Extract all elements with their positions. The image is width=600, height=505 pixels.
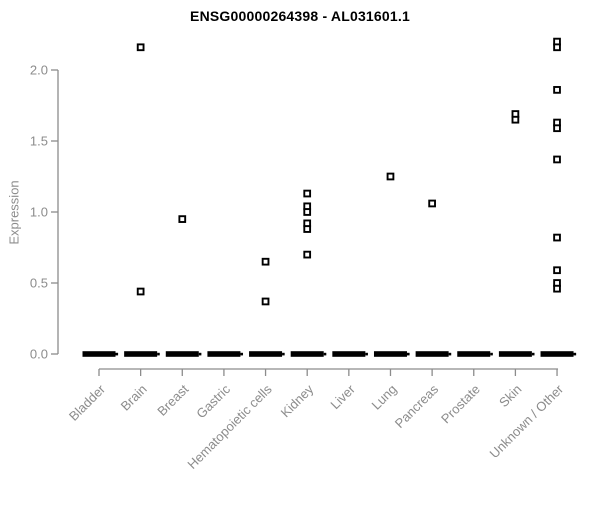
data-point (511, 115, 520, 124)
x-tick-label: Lung (369, 382, 400, 413)
zero-expression-dash (498, 351, 532, 357)
zero-expression-dash (373, 351, 407, 357)
chart-title: ENSG00000264398 - AL031601.1 (190, 8, 410, 24)
zero-expression-dash-end (531, 352, 535, 356)
x-tick-label: Breast (154, 381, 191, 418)
data-point (553, 155, 561, 164)
x-tick-label: Kidney (278, 381, 317, 420)
data-point (136, 43, 145, 52)
zero-expression-dash (415, 351, 449, 357)
y-tick-label: 0.5 (30, 276, 48, 291)
x-tick-label: Brain (118, 382, 150, 414)
data-point (303, 225, 312, 233)
data-point (261, 257, 270, 266)
zero-expression-dash-end (365, 352, 368, 356)
data-point (261, 297, 270, 306)
y-tick-label: 1.0 (30, 205, 48, 220)
zero-expression-dash-end (198, 352, 202, 356)
zero-expression-dash-end (573, 352, 577, 356)
zero-expression-dash (290, 351, 324, 357)
y-tick-label: 0.0 (30, 347, 48, 362)
zero-expression-dash (82, 351, 116, 357)
data-point (386, 172, 395, 181)
y-axis-label: Expression (6, 180, 22, 245)
zero-expression-dash-end (448, 352, 452, 356)
zero-expression-dash-end (323, 352, 327, 356)
y-tick-label: 2.0 (30, 63, 48, 78)
data-point (553, 86, 561, 94)
zero-expression-dash-end (282, 352, 285, 356)
y-tick-label: 1.5 (30, 134, 48, 149)
data-point (553, 124, 561, 133)
zero-expression-dash (207, 351, 241, 357)
zero-expression-dash-end (406, 352, 410, 356)
zero-expression-dash (165, 351, 199, 357)
x-tick-label: Gastric (193, 381, 233, 421)
data-point (303, 208, 312, 216)
zero-expression-dash-end (490, 352, 493, 356)
zero-expression-dash (332, 351, 366, 357)
data-point (553, 43, 561, 52)
x-tick-label: Pancreas (392, 381, 442, 431)
zero-expression-dash-end (157, 352, 160, 356)
zero-expression-dash-end (115, 352, 119, 356)
data-point (428, 199, 436, 208)
x-tick-label: Bladder (66, 381, 109, 424)
data-point (553, 266, 561, 275)
data-point (553, 233, 561, 242)
data-point (303, 250, 312, 259)
data-point (136, 287, 145, 296)
zero-expression-dash (124, 351, 158, 357)
zero-expression-dash (457, 351, 491, 357)
zero-expression-dash (249, 351, 283, 357)
data-point (303, 189, 312, 198)
data-point (553, 284, 561, 293)
zero-expression-dash-end (240, 352, 244, 356)
x-tick-label: Unknown / Other (487, 381, 567, 461)
x-tick-label: Prostate (438, 382, 483, 427)
x-tick-label: Liver (327, 381, 358, 412)
zero-expression-dash (540, 351, 574, 357)
x-tick-label: Skin (496, 382, 524, 410)
data-point (178, 215, 187, 223)
